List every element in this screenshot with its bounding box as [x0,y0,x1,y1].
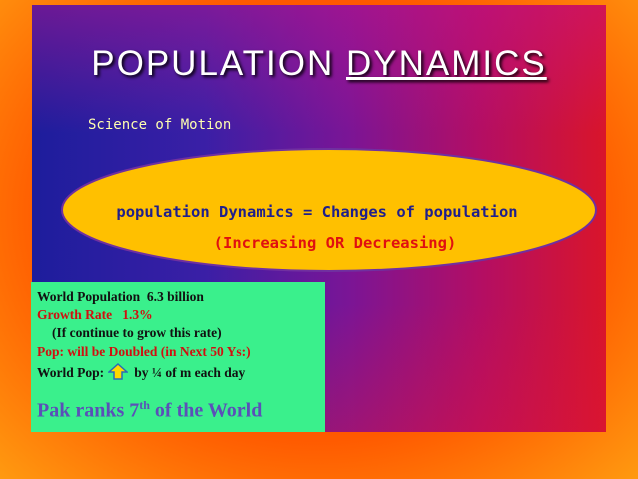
title-word: POPULATION [91,44,335,83]
info-line: World Population 6.3 billion [37,289,204,304]
info-text: World Pop: [37,365,105,380]
subtitle: Science of Motion [88,117,232,133]
up-arrow-icon [106,362,129,380]
info-line: Growth Rate 1.3% [37,307,153,322]
info-line: World Pop: by ¼ of m each day [37,362,246,381]
title: POPULATION DYNAMICS [0,44,638,84]
title-word: DYNAMICS [346,44,547,83]
ellipse-text: (Increasing OR Decreasing) [213,234,457,252]
info-line: (If continue to grow this rate) [52,325,222,340]
ellipse-text: population Dynamics = Changes of populat… [116,203,518,221]
info-box [31,282,325,432]
ellipse [61,148,597,272]
info-line: Pop: will be Doubled (in Next 50 Ys:) [37,344,251,359]
rank-text: of the World [149,399,263,422]
rank-sup: th [139,398,150,412]
info-text: by ¼ of m each day [134,365,246,380]
rank-text: Pak ranks 7 [37,399,140,422]
rank-line: Pak ranks 7th of the World [37,398,262,423]
